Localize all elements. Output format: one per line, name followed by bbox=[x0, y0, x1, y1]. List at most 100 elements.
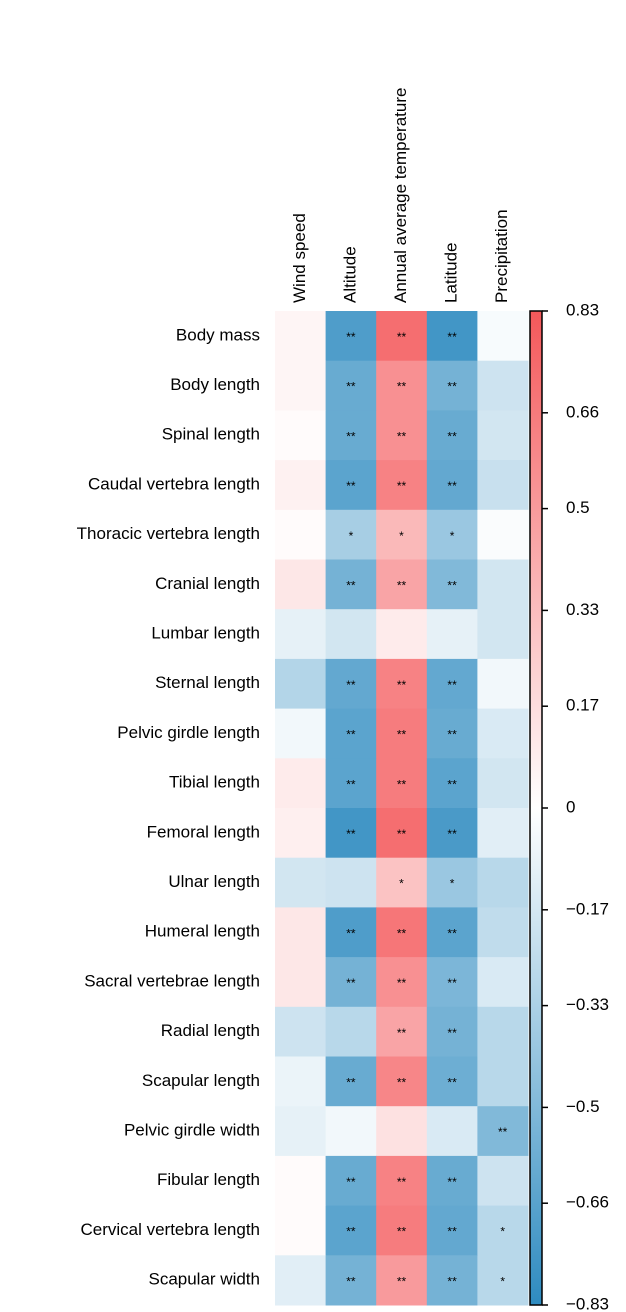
significance-label: ** bbox=[447, 926, 457, 940]
cell bbox=[376, 360, 428, 411]
cell bbox=[275, 708, 327, 759]
significance-label: ** bbox=[397, 579, 407, 593]
cell bbox=[426, 907, 478, 958]
colorbar-tick-label: 0.66 bbox=[566, 402, 599, 421]
cell bbox=[477, 609, 529, 660]
cell bbox=[477, 559, 529, 610]
cell bbox=[426, 758, 478, 809]
cell bbox=[376, 609, 428, 660]
cell bbox=[275, 1155, 327, 1207]
significance-label: ** bbox=[447, 976, 457, 990]
cell bbox=[275, 758, 327, 809]
significance-label: ** bbox=[397, 330, 407, 344]
cell bbox=[376, 808, 428, 859]
cell bbox=[325, 460, 377, 511]
significance-label: ** bbox=[397, 380, 407, 394]
cell bbox=[477, 410, 529, 461]
significance-label: ** bbox=[346, 728, 356, 742]
cell bbox=[275, 957, 327, 1008]
significance-label: ** bbox=[447, 1274, 457, 1288]
significance-label: ** bbox=[346, 330, 356, 344]
cell bbox=[325, 1205, 377, 1256]
cell bbox=[426, 1106, 478, 1157]
row-label: Scapular width bbox=[148, 1270, 260, 1289]
cell bbox=[275, 311, 327, 362]
significance-label: ** bbox=[397, 429, 407, 443]
colorbar-tick-label: −0.66 bbox=[566, 1193, 609, 1212]
significance-label: ** bbox=[397, 1026, 407, 1040]
cell bbox=[325, 311, 377, 362]
row-label: Lumbar length bbox=[151, 624, 260, 643]
cell bbox=[477, 1205, 529, 1256]
significance-label: ** bbox=[447, 330, 457, 344]
row-label: Spinal length bbox=[162, 425, 260, 444]
cell bbox=[376, 1056, 428, 1107]
significance-label: * bbox=[450, 877, 455, 891]
cell bbox=[477, 808, 529, 859]
significance-label: ** bbox=[397, 1175, 407, 1189]
colorbar-tick-label: −0.17 bbox=[566, 899, 609, 918]
significance-label: ** bbox=[447, 728, 457, 742]
cell bbox=[376, 907, 428, 958]
column-label: Precipitation bbox=[492, 209, 511, 303]
cell bbox=[477, 658, 529, 710]
cell bbox=[376, 1155, 428, 1207]
row-label: Tibial length bbox=[169, 773, 260, 792]
cell bbox=[275, 1106, 327, 1157]
significance-label: ** bbox=[346, 1175, 356, 1189]
cell bbox=[477, 460, 529, 511]
significance-label: * bbox=[399, 877, 404, 891]
row-label: Sacral vertebrae length bbox=[84, 971, 260, 990]
cell bbox=[325, 907, 377, 958]
cell bbox=[325, 808, 377, 859]
significance-label: ** bbox=[346, 976, 356, 990]
significance-label: ** bbox=[346, 579, 356, 593]
row-label: Pelvic girdle width bbox=[124, 1121, 260, 1140]
cell bbox=[275, 1255, 327, 1306]
row-label: Ulnar length bbox=[168, 872, 260, 891]
significance-label: ** bbox=[447, 1225, 457, 1239]
cell bbox=[325, 658, 377, 710]
significance-label: ** bbox=[397, 479, 407, 493]
cell bbox=[275, 509, 327, 560]
cell bbox=[426, 360, 478, 411]
cell bbox=[325, 509, 377, 560]
cell bbox=[275, 1205, 327, 1256]
cell bbox=[477, 1106, 529, 1157]
cell bbox=[275, 609, 327, 660]
cell bbox=[426, 609, 478, 660]
significance-label: ** bbox=[447, 579, 457, 593]
cell bbox=[275, 658, 327, 710]
cell bbox=[325, 559, 377, 610]
cell bbox=[325, 360, 377, 411]
row-label: Femoral length bbox=[147, 822, 260, 841]
significance-label: ** bbox=[447, 1175, 457, 1189]
cell bbox=[275, 410, 327, 461]
colorbar-tick-label: 0.5 bbox=[566, 498, 590, 517]
significance-label: ** bbox=[397, 827, 407, 841]
cell bbox=[477, 907, 529, 958]
colorbar-tick-label: 0.17 bbox=[566, 696, 599, 715]
row-label: Cervical vertebra length bbox=[80, 1220, 260, 1239]
significance-label: ** bbox=[447, 429, 457, 443]
significance-label: ** bbox=[447, 678, 457, 692]
cell bbox=[426, 410, 478, 461]
significance-label: ** bbox=[397, 728, 407, 742]
cell bbox=[477, 708, 529, 759]
column-label: Wind speed bbox=[290, 213, 309, 303]
significance-label: * bbox=[450, 529, 455, 543]
cell bbox=[426, 708, 478, 759]
cell bbox=[275, 360, 327, 411]
significance-label: ** bbox=[447, 1076, 457, 1090]
column-label: Annual average temperature bbox=[391, 88, 410, 303]
cell bbox=[376, 708, 428, 759]
cell bbox=[325, 1255, 377, 1306]
colorbar bbox=[529, 310, 543, 1306]
cell bbox=[325, 857, 377, 908]
cell bbox=[477, 1006, 529, 1057]
colorbar-tick-label: 0.83 bbox=[566, 300, 599, 319]
column-label: Altitude bbox=[340, 246, 359, 303]
cell bbox=[325, 1006, 377, 1057]
colorbar-tick-label: −0.5 bbox=[566, 1097, 600, 1116]
column-label: Latitude bbox=[442, 243, 461, 304]
